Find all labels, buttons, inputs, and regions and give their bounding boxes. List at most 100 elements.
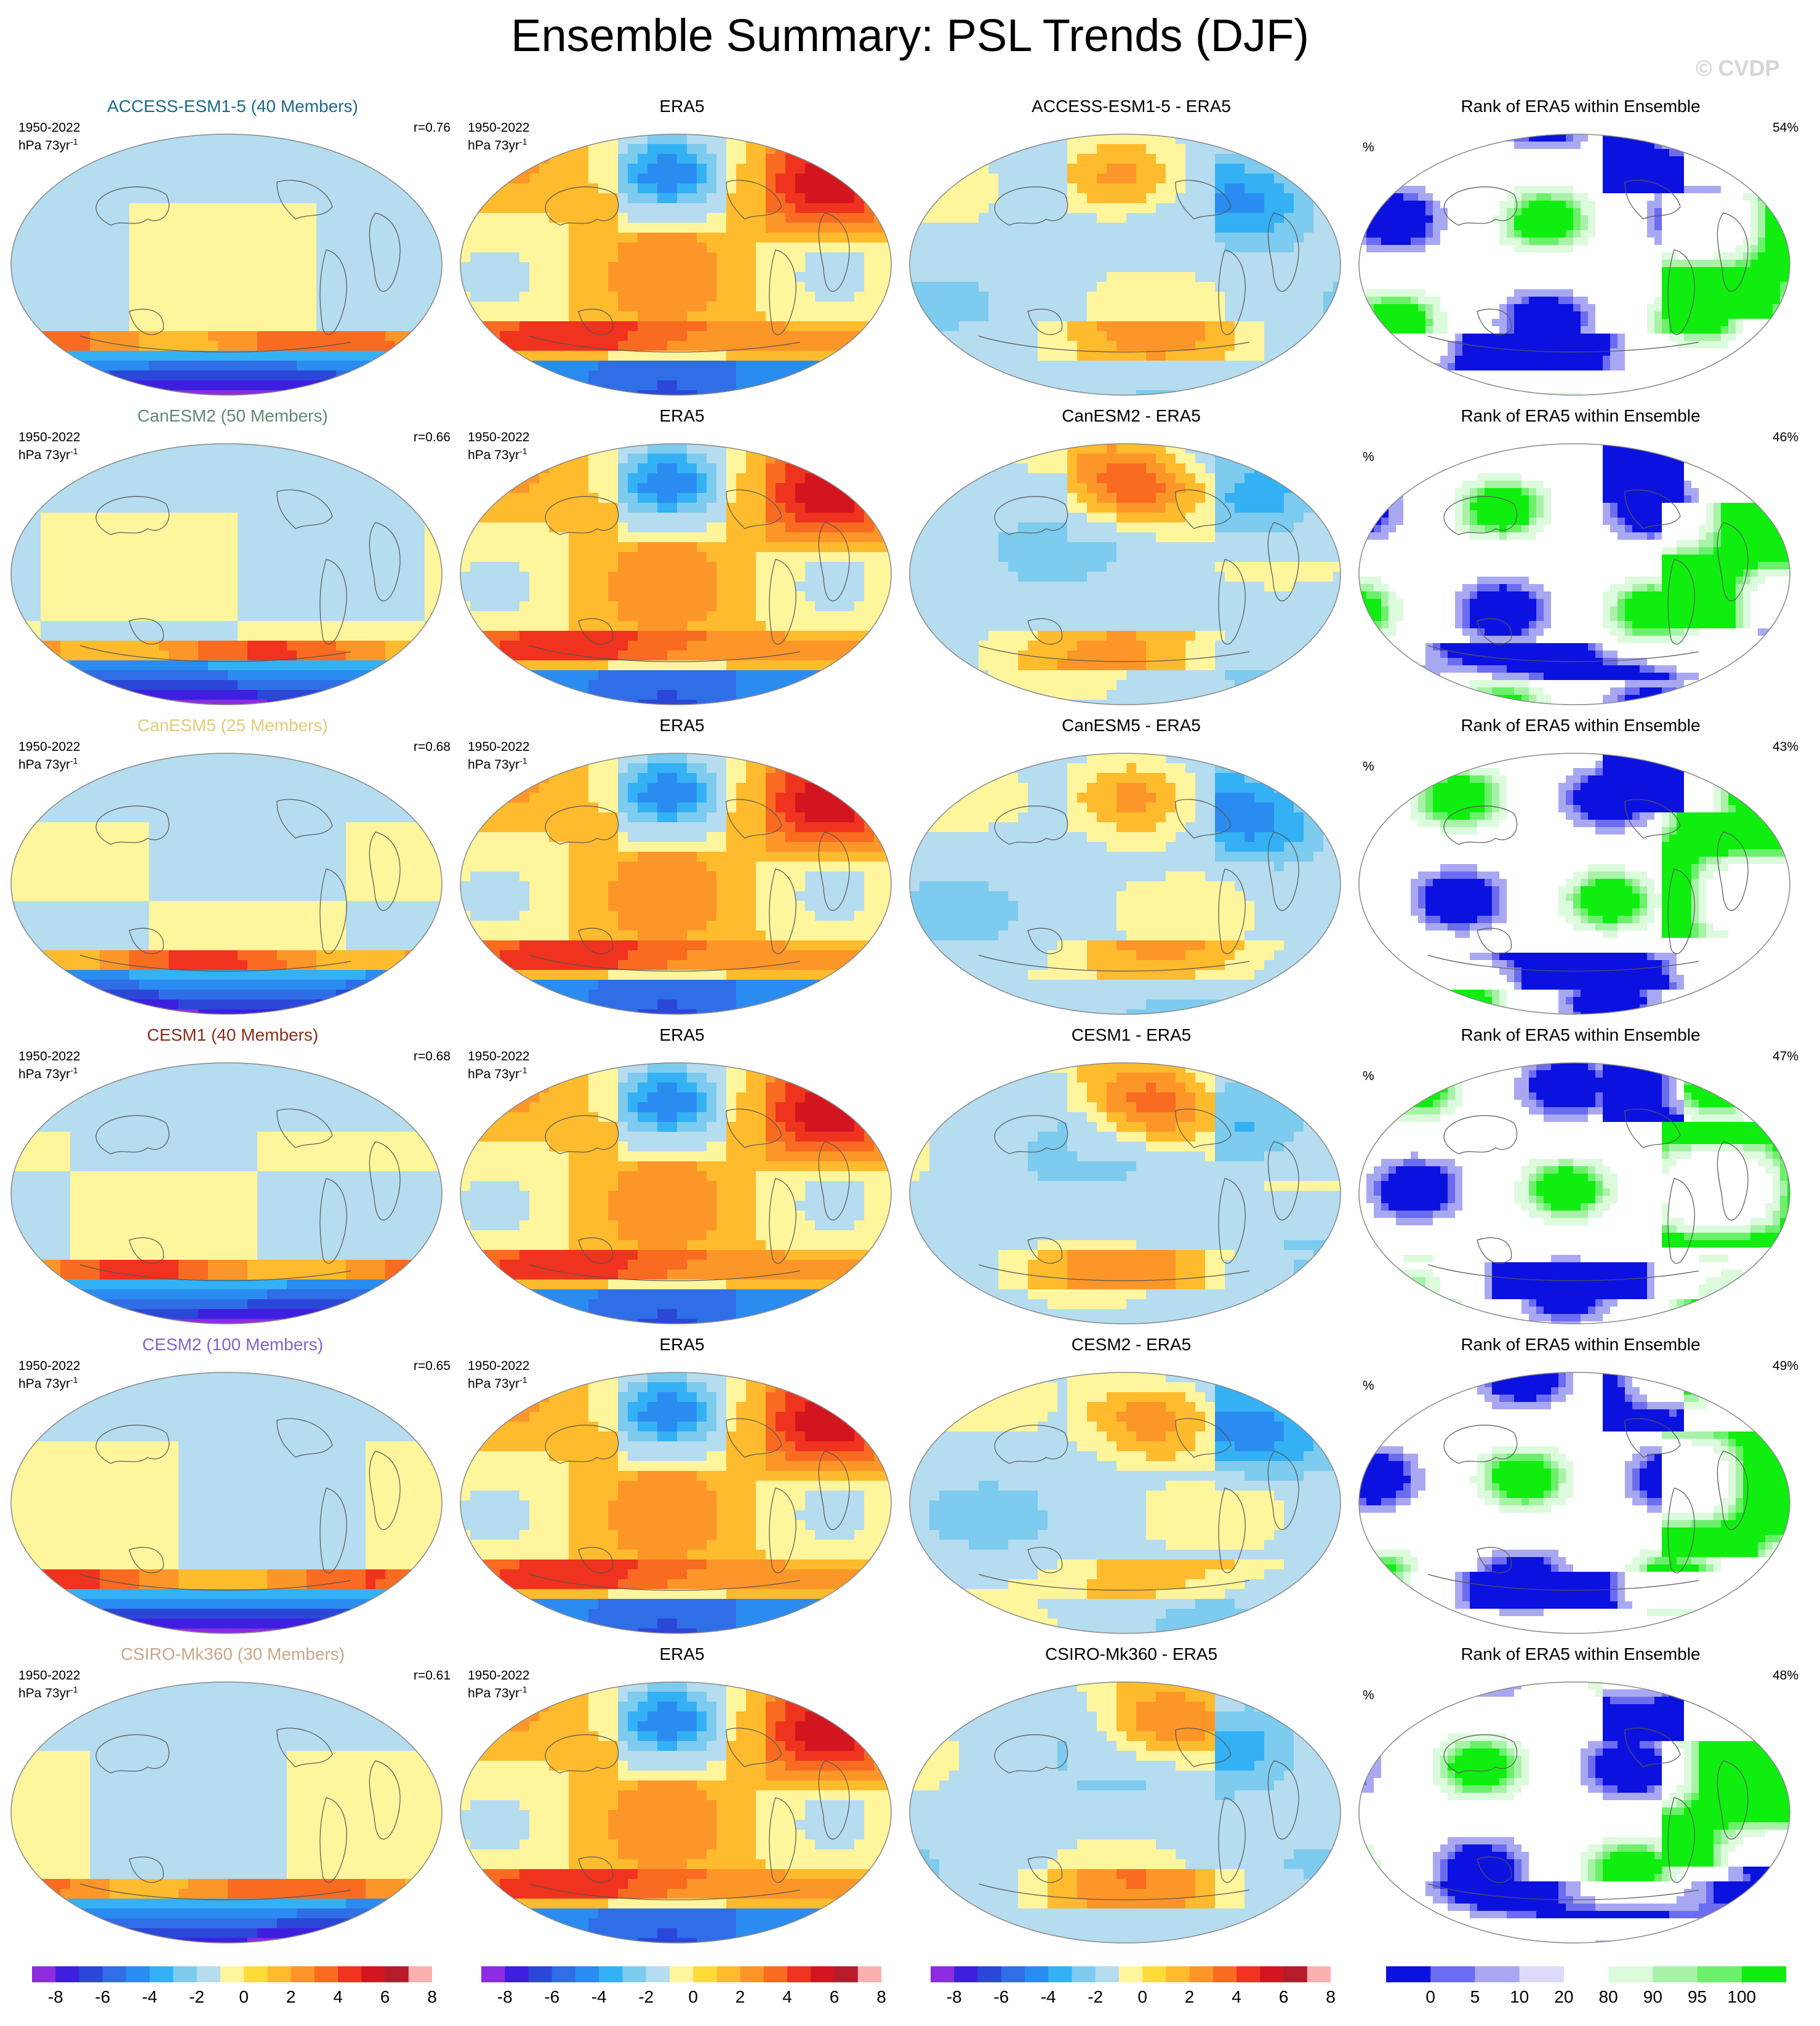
global-map	[10, 1372, 443, 1634]
model-title: CESM2 (100 Members)	[6, 1334, 459, 1355]
colorbar-tick: 8	[876, 1987, 886, 2007]
period-label: 1950-2022	[468, 740, 529, 755]
rank-title: Rank of ERA5 within Ensemble	[1354, 406, 1807, 426]
rank-percent: 54%	[1773, 121, 1798, 135]
units-exponent: -1	[70, 1684, 78, 1694]
map-panel: Rank of ERA5 within Ensemble 48%%	[1354, 1644, 1807, 1954]
percent-label: %	[1363, 759, 1374, 774]
global-map	[460, 134, 892, 396]
rank-percent: 43%	[1773, 740, 1798, 755]
colorbar-tick: -8	[48, 1987, 63, 2007]
colorbar-tick: 2	[1185, 1987, 1195, 2007]
period-label: 1950-2022	[18, 121, 80, 135]
units-label: hPa 73yr-1	[468, 444, 527, 463]
period-label: 1950-2022	[18, 1049, 80, 1064]
units-label: hPa 73yr-1	[18, 1372, 78, 1391]
units-label: hPa 73yr-1	[468, 1063, 527, 1082]
period-label: 1950-2022	[468, 430, 529, 445]
model-title: CanESM2 (50 Members)	[6, 406, 459, 426]
pattern-correlation: r=0.68	[414, 740, 451, 755]
pattern-correlation: r=0.76	[414, 121, 451, 135]
map-panel: CanESM2 - ERA5	[905, 406, 1358, 716]
units-label: hPa 73yr-1	[18, 1682, 78, 1701]
percent-label: %	[1363, 1688, 1374, 1703]
map-panel: ERA5 1950-2022 hPa 73yr-1	[455, 1025, 908, 1335]
trend-colorbar: -8 -6 -4 -2 0 2 4 6 8	[32, 1966, 437, 2009]
obs-title: ERA5	[455, 96, 908, 117]
global-map	[460, 1681, 892, 1944]
obs-title: ERA5	[455, 1644, 908, 1665]
units-exponent: -1	[70, 137, 78, 146]
colorbar-tick: 90	[1643, 1987, 1662, 2007]
diff-title: CESM2 - ERA5	[905, 1334, 1358, 1355]
map-panel: ERA5 1950-2022 hPa 73yr-1	[455, 715, 908, 1025]
global-map	[909, 1681, 1341, 1944]
obs-title: ERA5	[455, 1334, 908, 1355]
colorbar-tick: 95	[1688, 1987, 1707, 2007]
global-map	[1358, 1681, 1790, 1944]
colorbar-tick: 4	[333, 1987, 343, 2007]
diff-title: CanESM2 - ERA5	[905, 406, 1358, 426]
colorbar-tick: -6	[993, 1987, 1009, 2007]
colorbar-tick: 0	[239, 1987, 249, 2007]
map-panel: CESM2 - ERA5	[905, 1334, 1358, 1644]
units-exponent: -1	[519, 1065, 527, 1075]
rank-percent: 49%	[1773, 1359, 1798, 1374]
rank-title: Rank of ERA5 within Ensemble	[1354, 96, 1807, 117]
global-map	[909, 753, 1341, 1015]
watermark: © CVDP	[1696, 55, 1780, 81]
global-map	[10, 1062, 443, 1324]
colorbar-tick: 8	[1326, 1987, 1336, 2007]
colorbar-tick: 8	[427, 1987, 437, 2007]
diff-title: CSIRO-Mk360 - ERA5	[905, 1644, 1358, 1665]
map-panel: ERA5 1950-2022 hPa 73yr-1	[455, 1334, 908, 1644]
pattern-correlation: r=0.68	[414, 1049, 451, 1064]
colorbar-tick: 4	[1232, 1987, 1241, 2007]
colorbar-tick: -8	[497, 1987, 513, 2007]
colorbar-tick: 10	[1510, 1987, 1529, 2007]
map-panel: CESM1 - ERA5	[905, 1025, 1358, 1335]
percent-label: %	[1363, 450, 1374, 465]
global-map	[909, 1372, 1341, 1634]
units-label: hPa 73yr-1	[468, 134, 527, 153]
diff-title: ACCESS-ESM1-5 - ERA5	[905, 96, 1358, 117]
map-panel: ERA5 1950-2022 hPa 73yr-1	[455, 406, 908, 716]
colorbar-tick: -4	[142, 1987, 158, 2007]
map-panel: CanESM5 (25 Members) 1950-2022 hPa 73yr-1 r…	[6, 715, 459, 1025]
map-panel: CSIRO-Mk360 - ERA5	[905, 1644, 1358, 1954]
units-exponent: -1	[70, 446, 78, 456]
map-panel: CESM2 (100 Members) 1950-2022 hPa 73yr-1 r=…	[6, 1334, 459, 1644]
rank-percent: 46%	[1773, 430, 1798, 445]
trend-colorbar: -8 -6 -4 -2 0 2 4 6 8	[481, 1966, 886, 2009]
obs-title: ERA5	[455, 406, 908, 426]
colorbar-tick: -4	[1041, 1987, 1056, 2007]
colorbar-tick: 5	[1470, 1987, 1480, 2007]
global-map	[460, 1372, 892, 1634]
units-exponent: -1	[70, 1065, 78, 1075]
period-label: 1950-2022	[18, 1359, 80, 1374]
units-label: hPa 73yr-1	[18, 134, 78, 153]
global-map	[909, 1062, 1341, 1324]
obs-title: ERA5	[455, 715, 908, 736]
trend-colorbar-swatches	[481, 1966, 882, 1982]
model-title: CanESM5 (25 Members)	[6, 715, 459, 736]
period-label: 1950-2022	[18, 430, 80, 445]
colorbar-tick: 2	[736, 1987, 745, 2007]
obs-title: ERA5	[455, 1025, 908, 1046]
global-map	[909, 443, 1341, 705]
colorbar-tick: 20	[1554, 1987, 1573, 2007]
units-exponent: -1	[519, 446, 527, 456]
global-map	[10, 1681, 443, 1944]
diff-title: CESM1 - ERA5	[905, 1025, 1358, 1046]
colorbar-tick: 2	[286, 1987, 296, 2007]
units-exponent: -1	[70, 1375, 78, 1385]
map-panel: Rank of ERA5 within Ensemble 43%%	[1354, 715, 1807, 1025]
colorbar-tick: 0	[1425, 1987, 1435, 2007]
global-map	[1358, 1372, 1790, 1634]
pattern-correlation: r=0.66	[414, 430, 451, 445]
map-panel: ACCESS-ESM1-5 (40 Members) 1950-2022 hPa 7…	[6, 96, 459, 406]
rank-colorbar: 0 5 10 20 80 90 95 100	[1386, 1966, 1787, 2009]
global-map	[10, 443, 443, 705]
pattern-correlation: r=0.61	[414, 1668, 451, 1683]
global-map	[460, 443, 892, 705]
